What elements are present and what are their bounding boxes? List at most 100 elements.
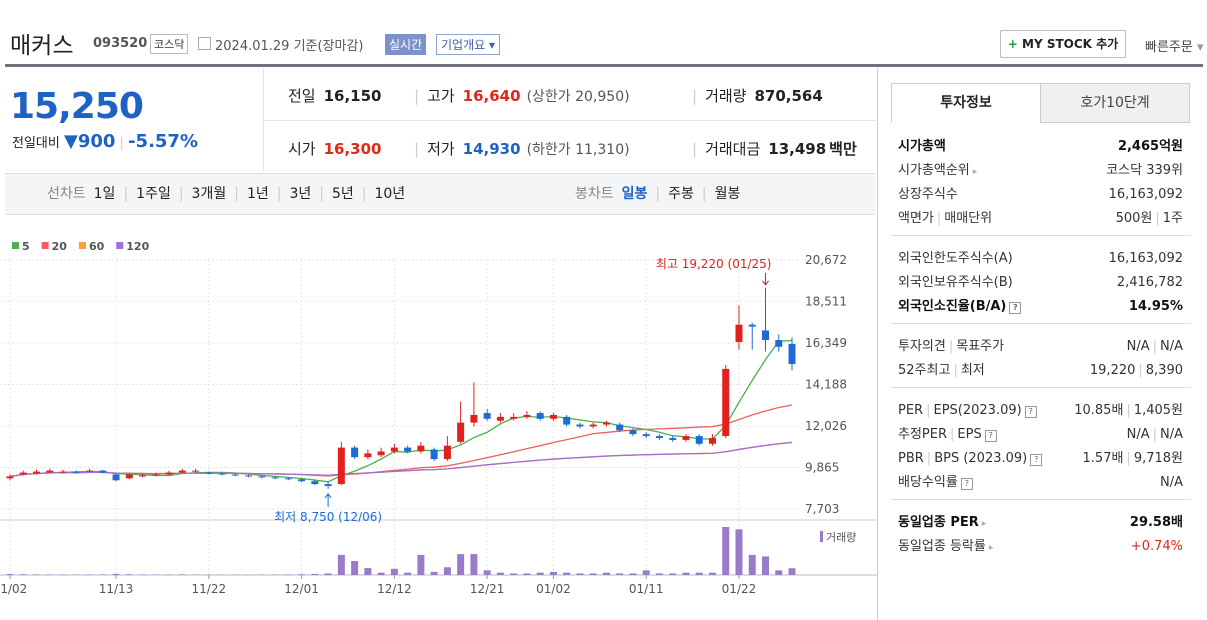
volume-bar xyxy=(775,570,783,575)
value-part: 1,405원 xyxy=(1133,403,1183,418)
candle-body xyxy=(642,434,650,437)
volume-bar xyxy=(602,572,610,575)
separator: | xyxy=(319,186,324,202)
candle-body xyxy=(19,472,27,475)
summary-value: 870,564 xyxy=(754,87,823,105)
info-label: 외국인한도주식수(A) xyxy=(898,247,1013,271)
separator: | xyxy=(1126,451,1131,466)
candle-body xyxy=(6,476,14,479)
info-value: 16,163,092 xyxy=(1109,247,1183,271)
summary-label: 저가 xyxy=(427,140,455,158)
label-part: 추정PER xyxy=(898,427,948,442)
price-change: 전일대비 ▼900 | -5.57% xyxy=(12,131,198,152)
period-option[interactable]: 월봉 xyxy=(714,186,741,202)
period-option[interactable]: 5년 xyxy=(331,186,354,202)
info-label: 추정PER | EPS? xyxy=(898,423,997,447)
value-part: N/A xyxy=(1126,427,1150,442)
company-info-dropdown[interactable]: 기업개요 ▾ xyxy=(436,34,501,55)
period-option[interactable]: 10년 xyxy=(374,186,406,202)
my-stock-button[interactable]: + MY STOCK 추가 xyxy=(1000,30,1126,58)
volume-bar xyxy=(139,574,147,575)
separator: | xyxy=(123,186,129,202)
value-part: 9,718원 xyxy=(1133,451,1183,466)
info-value: 2,416,782 xyxy=(1117,271,1183,295)
period-option[interactable]: 일봉 xyxy=(621,186,648,202)
summary-label: 고가 xyxy=(427,87,455,105)
help-icon[interactable]: ? xyxy=(1030,454,1043,466)
info-row: 52주최고 | 최저 19,220 | 8,390 xyxy=(891,359,1191,383)
candle-body xyxy=(205,472,213,474)
separator: | xyxy=(926,403,931,418)
realtime-button[interactable]: 실시간 xyxy=(385,34,427,55)
summary-cell: 시가 16,300 xyxy=(288,138,382,159)
separator: | xyxy=(926,451,932,466)
y-tick-label: 7,703 xyxy=(805,502,839,516)
period-option[interactable]: 1년 xyxy=(246,186,269,202)
candle-body xyxy=(86,470,94,472)
value-part: 코스닥 339위 xyxy=(1106,163,1183,178)
info-row: 추정PER | EPS? N/A | N/A xyxy=(891,423,1191,447)
info-label: PER | EPS(2023.09)? xyxy=(898,399,1037,423)
volume-bar xyxy=(351,561,359,575)
help-icon[interactable]: ? xyxy=(1009,302,1022,314)
summary-cell: | 거래대금 13,498 백만 xyxy=(692,138,857,159)
summary-label: 거래대금 xyxy=(705,140,761,158)
volume-bar xyxy=(443,567,451,575)
help-icon[interactable]: ? xyxy=(984,430,997,442)
help-icon[interactable]: ? xyxy=(960,478,973,490)
info-label: 외국인보유주식수(B) xyxy=(898,271,1013,295)
x-tick-label: 11/02 xyxy=(0,582,27,596)
volume-bar xyxy=(324,573,332,575)
separator: | xyxy=(414,140,420,158)
value-part: 29.58배 xyxy=(1129,515,1183,530)
summary-extra: (하한가 11,310) xyxy=(526,142,630,158)
info-row: 상장주식수 16,163,092 xyxy=(891,183,1191,207)
annotation-arrow xyxy=(324,493,332,507)
info-value: 코스닥 339위 xyxy=(1106,159,1183,183)
label-part: 동일업종 등락률 xyxy=(898,539,986,554)
quick-order[interactable]: 빠른주문 ▾ xyxy=(1145,40,1204,55)
volume-bar xyxy=(669,573,677,575)
candle-body xyxy=(655,436,663,438)
value-part: 14.95% xyxy=(1128,299,1183,314)
volume-bar xyxy=(417,554,425,575)
period-option[interactable]: 1주일 xyxy=(136,186,171,202)
section-divider xyxy=(891,235,1191,236)
volume-bar xyxy=(364,568,372,575)
volume-bar xyxy=(377,572,385,575)
summary-label: 시가 xyxy=(288,140,316,158)
help-icon[interactable]: ? xyxy=(1024,406,1037,418)
summary-value: 16,640 xyxy=(462,87,521,105)
label-part: 배당수익률 xyxy=(898,475,958,490)
divider xyxy=(5,64,1203,67)
volume-bar xyxy=(589,573,597,575)
candle-body xyxy=(669,437,677,440)
period-option[interactable]: 주봉 xyxy=(668,186,694,202)
period-option[interactable]: 3년 xyxy=(289,186,312,202)
info-label: 액면가 | 매매단위 xyxy=(898,207,992,231)
annotation-arrow xyxy=(762,272,769,286)
stock-name: 매커스 xyxy=(10,33,74,59)
volume-bar xyxy=(761,556,769,575)
info-label: PBR | BPS (2023.09)? xyxy=(898,447,1043,471)
volume-bar xyxy=(788,568,796,575)
line-label: 선차트 xyxy=(47,186,86,202)
value-part: 8,390 xyxy=(1145,363,1183,378)
candle-body xyxy=(284,478,292,480)
volume-bar xyxy=(404,572,412,575)
period-option[interactable]: 3개월 xyxy=(191,186,227,202)
volume-bar xyxy=(748,554,756,575)
label-part: 액면가 xyxy=(898,211,934,226)
candle-body xyxy=(629,430,637,435)
volume-bar xyxy=(695,572,703,575)
y-tick-label: 14,188 xyxy=(805,377,847,391)
value-part: 500원 xyxy=(1115,211,1153,226)
y-tick-label: 9,865 xyxy=(805,460,839,474)
tab[interactable]: 투자정보 xyxy=(891,83,1041,123)
period-option[interactable]: 1일 xyxy=(93,186,116,202)
candle-body xyxy=(404,447,412,452)
summary-extra: (상한가 20,950) xyxy=(526,89,630,105)
tab[interactable]: 호가10단계 xyxy=(1040,83,1190,123)
label-part: 매매단위 xyxy=(944,211,993,226)
